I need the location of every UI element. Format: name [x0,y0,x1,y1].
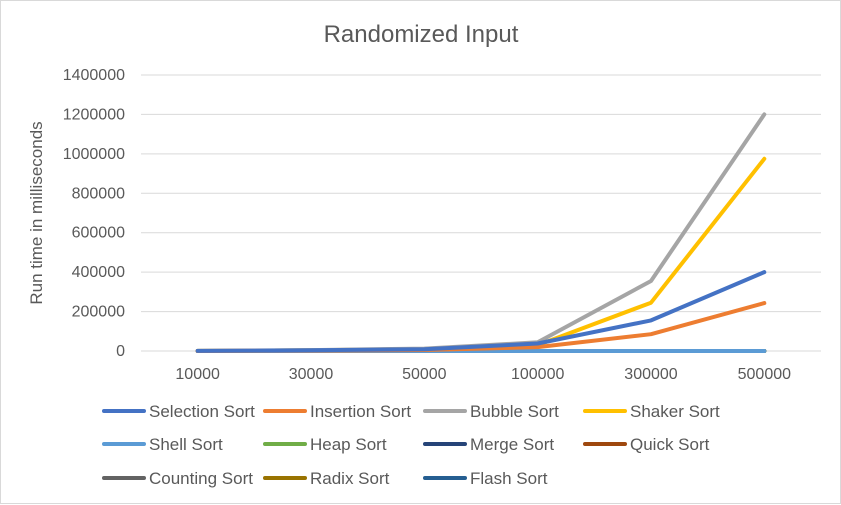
legend-item: Shaker Sort [583,402,720,421]
y-tick-label: 200000 [72,304,125,321]
legend-item: Heap Sort [263,435,387,454]
y-tick-label: 0 [116,343,125,360]
y-tick-label: 1200000 [63,106,125,123]
legend-label: Selection Sort [149,402,255,421]
x-tick-label: 30000 [289,366,334,383]
legend-label: Shell Sort [149,435,223,454]
series-line-shaker-sort [195,156,767,353]
legend: Selection Sort Insertion Sort Bubble Sort S… [102,402,720,488]
legend-label: Flash Sort [470,469,548,488]
x-tick-label: 300000 [624,366,677,383]
legend-label: Quick Sort [630,435,710,454]
y-tick-label: 600000 [72,225,125,242]
legend-item: Quick Sort [583,435,710,454]
legend-label: Heap Sort [310,435,387,454]
series-lines [195,112,767,353]
y-tick-label: 1400000 [63,67,125,84]
legend-item: Shell Sort [102,435,223,454]
legend-label: Counting Sort [149,469,253,488]
x-tick-label: 10000 [175,366,220,383]
legend-item: Merge Sort [423,435,554,454]
legend-item: Insertion Sort [263,402,411,421]
y-tick-label: 800000 [72,185,125,202]
legend-label: Shaker Sort [630,402,720,421]
legend-item: Radix Sort [263,469,390,488]
y-axis-ticks: 0 200000 400000 600000 800000 1000000 1200000 1… [63,67,125,360]
legend-item: Flash Sort [423,469,548,488]
x-tick-label: 100000 [511,366,564,383]
gridlines [141,74,821,352]
legend-label: Merge Sort [470,435,554,454]
legend-item: Counting Sort [102,469,253,488]
legend-item: Selection Sort [102,402,255,421]
x-tick-label: 500000 [738,366,791,383]
y-tick-label: 1000000 [63,146,125,163]
legend-label: Radix Sort [310,469,390,488]
chart-title: Randomized Input [324,21,519,48]
legend-label: Bubble Sort [470,402,559,421]
x-tick-label: 50000 [402,366,447,383]
y-tick-label: 400000 [72,264,125,281]
y-axis-label: Run time in milliseconds [27,121,46,304]
x-axis-ticks: 10000 30000 50000 100000 300000 500000 [175,366,791,383]
legend-label: Insertion Sort [310,402,411,421]
legend-item: Bubble Sort [423,402,559,421]
series-line-selection-sort [195,270,767,353]
